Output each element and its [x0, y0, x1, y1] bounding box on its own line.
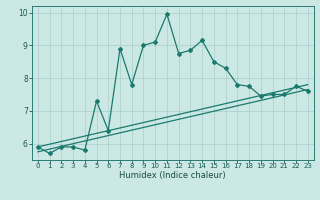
- X-axis label: Humidex (Indice chaleur): Humidex (Indice chaleur): [119, 171, 226, 180]
